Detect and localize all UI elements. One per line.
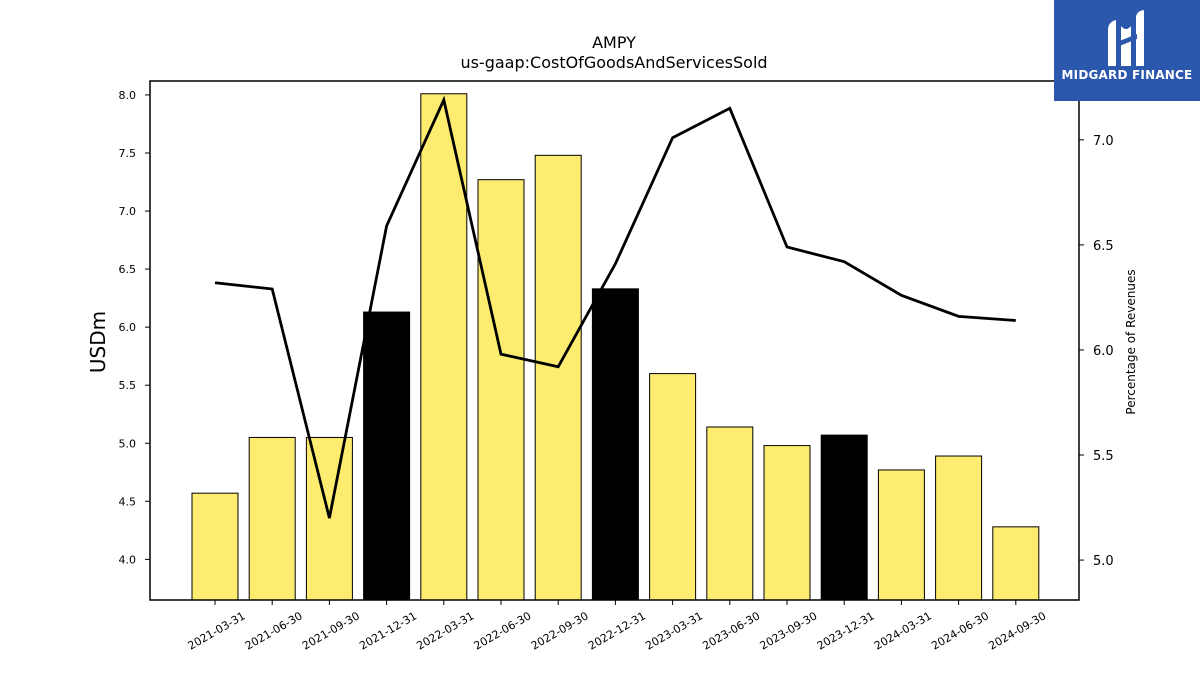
y2-tick-label: 6.5 xyxy=(1093,239,1114,254)
bar xyxy=(534,154,582,601)
y2-tick-label: 6.0 xyxy=(1093,344,1114,359)
bar xyxy=(877,469,925,601)
bar-series xyxy=(191,93,1040,601)
y-tick-label: 6.5 xyxy=(119,263,137,276)
x-tick-label: 2021-03-31 xyxy=(186,609,248,652)
x-tick-label: 2022-12-31 xyxy=(586,609,648,652)
x-tick-label: 2023-06-30 xyxy=(700,609,762,652)
bar xyxy=(191,492,239,601)
bar xyxy=(591,288,639,601)
x-tick-label: 2021-06-30 xyxy=(243,609,305,652)
bar xyxy=(935,455,983,601)
x-tick-label: 2021-12-31 xyxy=(357,609,419,652)
y2-tick-label: 5.5 xyxy=(1093,449,1114,464)
right-axis: 5.0 5.5 6.0 6.5 7.0 xyxy=(1079,134,1114,569)
y-tick-label: 4.5 xyxy=(119,495,137,508)
x-tick-label: 2022-06-30 xyxy=(472,609,534,652)
x-tick-label: 2023-12-31 xyxy=(815,609,877,652)
y2-tick-label: 7.0 xyxy=(1093,134,1114,149)
y-tick-label: 5.0 xyxy=(119,437,137,450)
brand-logo: MIDGARD FINANCE xyxy=(1054,0,1200,101)
bar xyxy=(477,179,525,601)
x-tick-label: 2022-09-30 xyxy=(529,609,591,652)
chart-title: AMPY xyxy=(592,33,636,52)
y-tick-label: 6.0 xyxy=(119,321,137,334)
bar xyxy=(992,526,1040,601)
bar xyxy=(820,434,868,601)
x-tick-label: 2023-09-30 xyxy=(758,609,820,652)
y2-axis-label: Percentage of Revenues xyxy=(1124,269,1138,414)
logo-text: MIDGARD FINANCE xyxy=(1061,68,1193,82)
plot-frame xyxy=(149,80,1080,601)
bar xyxy=(706,426,754,601)
x-tick-label: 2023-03-31 xyxy=(643,609,705,652)
y-tick-label: 7.5 xyxy=(119,147,137,160)
x-tick-label: 2024-03-31 xyxy=(872,609,934,652)
bar xyxy=(649,373,697,601)
x-tick-label: 2021-09-30 xyxy=(300,609,362,652)
x-tick-label: 2022-03-31 xyxy=(414,609,476,652)
bar xyxy=(305,436,353,601)
line-series-group xyxy=(214,95,1016,519)
x-axis: 2021-03-312021-06-302021-09-302021-12-31… xyxy=(186,600,1048,653)
y-axis-label: USDm xyxy=(86,311,110,373)
bar xyxy=(420,93,468,601)
x-tick-label: 2024-09-30 xyxy=(986,609,1048,652)
x-tick-label: 2024-06-30 xyxy=(929,609,991,652)
y-tick-label: 4.0 xyxy=(119,553,137,566)
bar xyxy=(763,445,811,601)
y-tick-label: 8.0 xyxy=(119,89,137,102)
logo-mark-icon xyxy=(1108,10,1144,66)
y-tick-label: 5.5 xyxy=(119,379,137,392)
chart-subtitle: us-gaap:CostOfGoodsAndServicesSold xyxy=(460,53,767,72)
left-axis: 4.0 4.5 5.0 5.5 6.0 6.5 7.0 7.5 8.0 xyxy=(119,89,150,566)
y2-tick-label: 5.0 xyxy=(1093,554,1114,569)
bar xyxy=(248,436,296,601)
bar xyxy=(363,311,411,601)
line-series xyxy=(214,95,1016,519)
y-tick-label: 7.0 xyxy=(119,205,137,218)
